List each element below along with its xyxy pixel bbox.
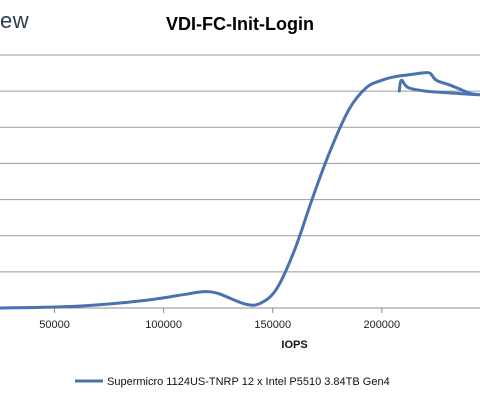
legend: Supermicro 1124US-TNRP 12 x Intel P5510 … [75, 376, 390, 388]
legend-label: Supermicro 1124US-TNRP 12 x Intel P5510 … [107, 376, 390, 388]
x-tick-label: 150000 [254, 319, 291, 331]
chart-title: VDI-FC-Init-Login [166, 14, 314, 34]
series-layer [0, 70, 480, 310]
x-tick-label: 50000 [39, 319, 70, 331]
x-axis-ticks: 50000 100000 150000 200000 [39, 308, 400, 331]
x-axis-title: IOPS [281, 339, 307, 351]
brand-logo-text: ew [0, 8, 30, 33]
x-tick-label: 100000 [145, 319, 182, 331]
series-line [0, 70, 480, 310]
gridlines [0, 54, 480, 309]
x-tick-label: 200000 [363, 319, 400, 331]
